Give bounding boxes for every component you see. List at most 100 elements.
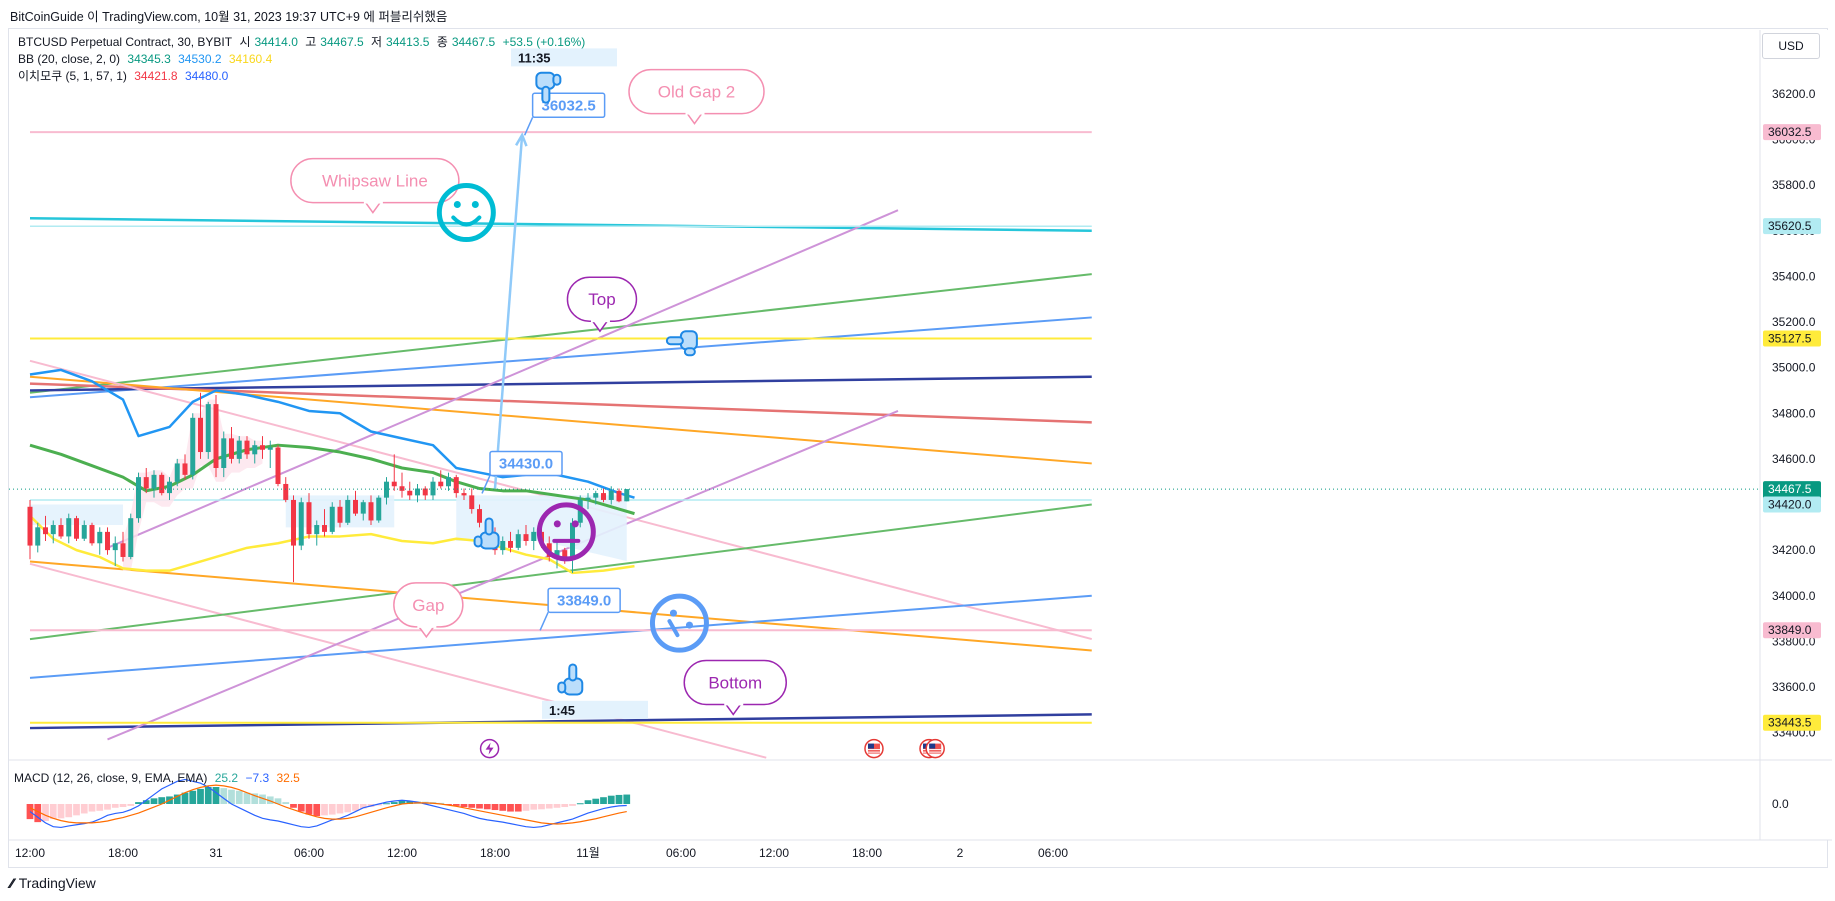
time-tick-label: 31 xyxy=(209,846,223,860)
price-tick-label: 35800.0 xyxy=(1772,178,1816,192)
face-outline xyxy=(536,502,596,562)
callout-text: Bottom xyxy=(708,673,762,692)
hand-finger xyxy=(568,663,578,682)
candle-body xyxy=(407,490,413,496)
trend-line-cyan xyxy=(29,216,1092,232)
trend-line-purple-channel-bottom xyxy=(107,410,899,741)
macd-histogram-bar xyxy=(228,789,235,804)
candle-body xyxy=(190,417,196,475)
legend-symbol-row: BTCUSD Perpetual Contract, 30, BYBIT 시 34… xyxy=(18,34,589,51)
candle-body xyxy=(353,499,358,514)
price-callout-text: 34430.0 xyxy=(499,455,553,472)
ichimoku-cloud xyxy=(30,399,627,571)
candle-body xyxy=(593,493,599,498)
macd-histogram-bar xyxy=(553,804,561,808)
candle-body xyxy=(74,518,79,539)
macd-histogram-bar xyxy=(305,804,313,815)
candle-body xyxy=(120,543,126,557)
face-eye xyxy=(571,520,579,528)
macd-histogram-bar xyxy=(266,796,274,804)
macd-histogram-bar xyxy=(290,804,297,808)
price-label-box xyxy=(1763,714,1821,731)
candle-body xyxy=(260,445,265,450)
hand-pointing-up-icon xyxy=(473,517,500,550)
symbol-label: BTCUSD Perpetual Contract, 30, BYBIT xyxy=(18,35,233,49)
candle-body xyxy=(159,474,165,494)
macd-histogram-bar xyxy=(251,793,259,804)
candle-body xyxy=(585,497,591,500)
bb-basis-value: 34345.3 xyxy=(127,52,171,66)
flag-canton xyxy=(867,743,874,749)
trend-line-orange-upper xyxy=(29,375,1092,465)
ohlc-high-label: 고 xyxy=(305,35,317,49)
callout-gap: Gap xyxy=(393,582,464,639)
macd-histogram-bar xyxy=(615,794,623,804)
macd-histogram-bar xyxy=(600,797,607,804)
price-tick-label: 35000.0 xyxy=(1772,361,1816,375)
candle-body xyxy=(221,438,227,468)
face-eye xyxy=(553,520,561,528)
candle-body xyxy=(415,488,420,496)
candle-body xyxy=(453,477,459,494)
ohlc-open-label: 시 xyxy=(239,35,251,49)
price-tick-label: 34600.0 xyxy=(1772,452,1816,466)
callout-tail-mask xyxy=(590,318,610,323)
trend-line-pink-desc-2 xyxy=(29,562,767,759)
ichimoku-value-2: 34480.0 xyxy=(184,69,229,83)
macd-histogram-bar xyxy=(375,804,383,806)
tradingview-logo[interactable]: ⁄⁄ TradingView xyxy=(10,875,96,891)
price-tick-label: 34200.0 xyxy=(1772,543,1816,557)
macd-histogram-bar xyxy=(321,804,328,816)
candle-body xyxy=(205,404,211,453)
candle-body xyxy=(291,499,296,546)
callout-old-gap-2: Old Gap 2 xyxy=(628,68,765,125)
callout-tail-mask xyxy=(685,110,705,115)
macd-histogram-bar xyxy=(522,804,530,811)
bb-lower-line xyxy=(29,515,635,575)
candle-body xyxy=(198,417,203,453)
publish-caption: BitCoinGuide 이 TradingView.com, 10월 31, … xyxy=(10,10,448,24)
hand-shape xyxy=(665,330,698,357)
candle-body xyxy=(624,489,630,502)
macd-histogram-bar xyxy=(545,804,553,809)
ohlc-high: 고 34467.5 xyxy=(305,35,363,49)
candle-body xyxy=(143,477,149,489)
macd-histogram-bar xyxy=(142,800,150,804)
price-tick-label: 34000.0 xyxy=(1772,589,1816,603)
currency-button[interactable]: USD xyxy=(1762,33,1820,59)
candle-body xyxy=(283,483,289,500)
time-range-text: 1:45 xyxy=(549,703,575,718)
cloud-bearish-area xyxy=(123,399,263,571)
candle-body xyxy=(58,525,64,537)
time-axis: 12:00 18:00 31 06:00 12:00 18:00 11월 06:00 12:00… xyxy=(9,839,1832,860)
macd-histogram-bar xyxy=(491,804,499,811)
candle-body xyxy=(523,534,529,541)
price-callout-text: 36032.5 xyxy=(542,97,596,114)
candle-body xyxy=(174,463,180,482)
macd-histogram-bar xyxy=(204,787,212,804)
macd-histogram-bar xyxy=(150,798,158,804)
candle-body xyxy=(601,493,606,500)
hand-shape xyxy=(473,517,500,550)
candle-body xyxy=(43,527,48,535)
time-range-box xyxy=(511,48,617,67)
macd-histogram-bar xyxy=(561,804,569,808)
macd-line-value: −7.3 xyxy=(245,771,270,785)
macd-histogram-bar xyxy=(73,804,80,816)
candle-body xyxy=(213,404,219,468)
candle-body xyxy=(182,463,188,475)
price-label-text: 33443.5 xyxy=(1768,716,1812,730)
chart-legend: BTCUSD Perpetual Contract, 30, BYBIT 시 34… xyxy=(18,34,589,85)
macd-histogram-bar xyxy=(468,804,476,808)
macd-histogram-bar xyxy=(507,804,514,812)
price-callout-box xyxy=(547,587,621,614)
time-range-box xyxy=(542,700,648,719)
candle-body xyxy=(35,527,41,546)
face-eye xyxy=(669,609,677,617)
candle-body xyxy=(50,525,56,535)
candle-body xyxy=(27,506,33,546)
macd-histogram-bar xyxy=(197,788,204,804)
macd-histogram-bar xyxy=(383,803,390,805)
trend-line-green-upper xyxy=(29,273,1092,394)
